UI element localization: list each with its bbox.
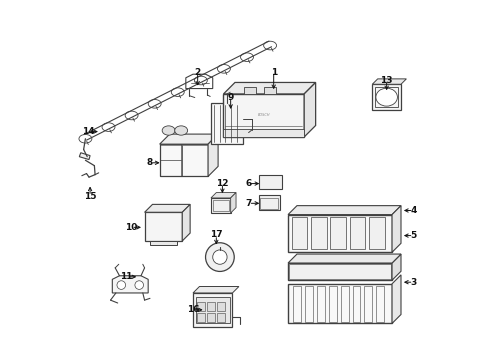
Polygon shape xyxy=(193,287,239,293)
Bar xyxy=(317,285,325,321)
Text: 6: 6 xyxy=(245,179,252,188)
Bar xyxy=(329,285,337,321)
Bar xyxy=(294,285,301,321)
Text: 8: 8 xyxy=(147,158,153,167)
Text: 14: 14 xyxy=(82,127,95,136)
Polygon shape xyxy=(231,193,236,213)
Ellipse shape xyxy=(376,88,397,106)
Bar xyxy=(372,84,401,110)
Ellipse shape xyxy=(175,126,188,135)
Text: 11: 11 xyxy=(121,272,133,281)
Bar xyxy=(353,285,361,321)
Ellipse shape xyxy=(205,243,234,271)
Polygon shape xyxy=(223,94,304,137)
Polygon shape xyxy=(160,134,218,144)
Polygon shape xyxy=(223,82,316,94)
Bar xyxy=(290,265,391,279)
Polygon shape xyxy=(304,82,316,137)
Bar xyxy=(196,297,230,323)
Bar xyxy=(160,144,208,176)
Bar xyxy=(211,198,231,213)
Bar xyxy=(288,263,392,280)
Text: BOSCH: BOSCH xyxy=(258,113,270,117)
Bar xyxy=(264,87,276,94)
Bar xyxy=(218,313,225,322)
Text: 2: 2 xyxy=(195,68,201,77)
Text: 15: 15 xyxy=(84,192,97,201)
Bar xyxy=(150,240,177,245)
Bar xyxy=(160,145,182,176)
Text: 10: 10 xyxy=(125,223,138,232)
Bar xyxy=(218,302,225,311)
Polygon shape xyxy=(208,134,218,176)
Bar xyxy=(207,302,215,311)
Bar xyxy=(288,284,392,323)
Bar xyxy=(375,87,398,107)
Bar xyxy=(260,198,278,209)
Bar xyxy=(259,195,280,211)
Text: 3: 3 xyxy=(411,278,416,287)
Bar xyxy=(244,87,256,94)
Polygon shape xyxy=(182,204,190,241)
Bar xyxy=(305,285,313,321)
Text: 1: 1 xyxy=(270,68,277,77)
Polygon shape xyxy=(372,79,406,84)
Polygon shape xyxy=(211,193,236,198)
Polygon shape xyxy=(288,206,401,215)
Bar xyxy=(369,217,385,249)
Bar xyxy=(365,285,372,321)
Bar xyxy=(341,285,349,321)
Ellipse shape xyxy=(162,126,175,135)
Text: 5: 5 xyxy=(411,231,416,240)
Ellipse shape xyxy=(135,281,144,289)
Bar xyxy=(311,217,327,249)
Bar xyxy=(330,217,346,249)
Bar xyxy=(211,103,243,144)
Polygon shape xyxy=(392,254,401,280)
Bar xyxy=(292,217,307,249)
Polygon shape xyxy=(112,276,148,293)
Polygon shape xyxy=(79,153,90,159)
Polygon shape xyxy=(392,206,401,252)
Polygon shape xyxy=(288,254,401,263)
Ellipse shape xyxy=(117,281,125,289)
Bar xyxy=(223,129,304,137)
Text: 4: 4 xyxy=(410,206,416,215)
Bar xyxy=(288,215,392,252)
Polygon shape xyxy=(392,275,401,323)
Bar xyxy=(197,302,205,311)
Polygon shape xyxy=(145,204,190,212)
Bar xyxy=(182,145,208,176)
Bar xyxy=(193,293,232,327)
Bar xyxy=(376,285,384,321)
Bar xyxy=(197,313,205,322)
Bar xyxy=(145,212,182,241)
Bar xyxy=(350,217,366,249)
Text: 7: 7 xyxy=(245,199,252,208)
Bar xyxy=(207,313,215,322)
Bar xyxy=(213,201,229,211)
Text: 12: 12 xyxy=(216,179,229,188)
Ellipse shape xyxy=(213,250,227,264)
Text: 13: 13 xyxy=(380,76,393,85)
Text: 16: 16 xyxy=(187,305,199,314)
Bar xyxy=(259,175,282,189)
Text: 17: 17 xyxy=(210,230,222,239)
Text: 9: 9 xyxy=(227,93,234,102)
